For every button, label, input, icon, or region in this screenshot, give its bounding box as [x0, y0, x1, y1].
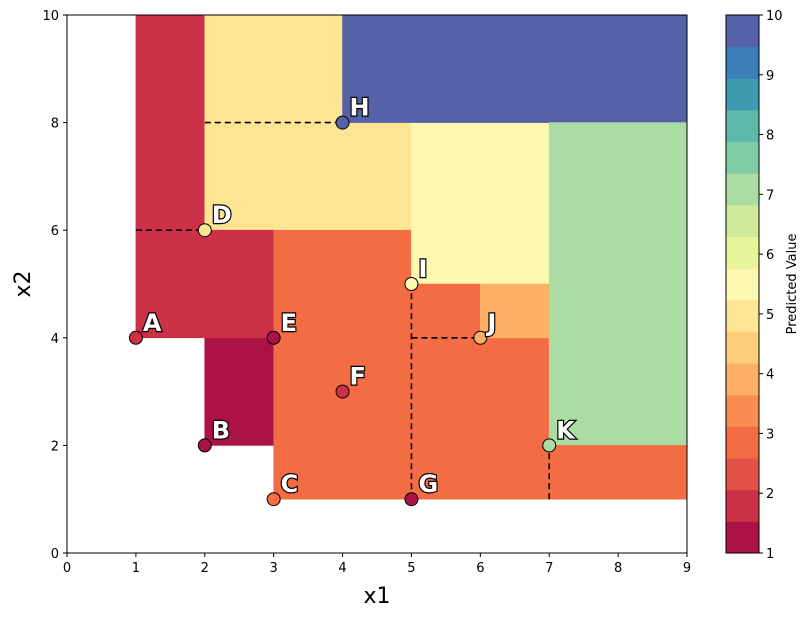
- point-a: [128, 330, 143, 345]
- colorbar-segment: [726, 78, 759, 111]
- colorbar-tick-label: 7: [766, 188, 774, 203]
- x-axis: 0 1 2 3 4 5 6 7 8 9: [63, 553, 691, 576]
- region-4: [204, 122, 412, 231]
- point-c: [266, 492, 281, 507]
- x-tick-label: 1: [132, 561, 140, 576]
- colorbar-segment: [726, 173, 759, 206]
- point-label-h: H: [350, 94, 370, 122]
- point-label-f: F: [350, 363, 366, 391]
- region-13: [548, 445, 688, 500]
- colorbar-segment: [726, 46, 759, 79]
- y-tick-label: 10: [42, 9, 59, 24]
- colorbar: 1 2 3 4 5 6 7 8 9 10: [725, 9, 783, 562]
- point-label-c: C: [281, 470, 299, 498]
- x-tick-label: 5: [407, 561, 415, 576]
- region-8: [411, 122, 550, 285]
- data-points: A B C D E F G H I J K: [128, 92, 577, 507]
- x-tick-label: 3: [270, 561, 278, 576]
- region-11: [342, 14, 688, 123]
- x-tick-label: 8: [614, 561, 622, 576]
- region-12: [548, 122, 688, 446]
- point-label-b: B: [212, 416, 230, 444]
- point-label-j: J: [485, 309, 496, 337]
- colorbar-segment: [726, 204, 759, 238]
- point-j: [473, 330, 488, 345]
- x-tick-label: 9: [683, 561, 691, 576]
- point-label-i: I: [418, 255, 427, 283]
- point-label-d: D: [212, 201, 232, 229]
- x-tick-label: 7: [545, 561, 553, 576]
- y-tick-label: 4: [51, 332, 59, 347]
- point-label-g: G: [418, 470, 438, 498]
- colorbar-title: Predicted Value: [785, 234, 800, 335]
- colorbar-tick-label: 10: [766, 9, 783, 24]
- dashed-guide-lines: [135, 121, 551, 500]
- colorbar-segment: [726, 268, 759, 301]
- region-10: [480, 283, 550, 339]
- colorbar-tick-label: 4: [766, 368, 774, 383]
- y-axis-title: x2: [11, 270, 36, 297]
- point-label-e: E: [281, 309, 297, 337]
- colorbar-segment: [726, 299, 759, 332]
- point-k: [542, 438, 557, 453]
- y-axis: 0 2 4 6 8 10: [42, 9, 67, 562]
- point-e: [266, 330, 281, 345]
- colorbar-segment: [726, 521, 759, 554]
- colorbar-segment: [726, 141, 759, 174]
- x-tick-label: 4: [338, 561, 346, 576]
- region-5: [204, 229, 274, 339]
- colorbar-tick-label: 5: [766, 308, 774, 323]
- colorbar-tick-label: 1: [766, 547, 774, 562]
- region-2: [204, 337, 274, 446]
- point-g: [404, 492, 419, 507]
- point-h: [335, 115, 350, 130]
- region-1: [135, 14, 206, 339]
- y-tick-label: 2: [51, 439, 59, 454]
- colorbar-tick-label: 3: [766, 427, 774, 442]
- point-b: [197, 438, 212, 453]
- plot-frame: [66, 14, 688, 554]
- y-tick-label: 8: [51, 117, 59, 132]
- colorbar-tick-label: 6: [766, 248, 774, 263]
- y-tick-label: 6: [51, 224, 59, 239]
- colorbar-frame: [725, 14, 760, 554]
- x-tick-label: 6: [476, 561, 484, 576]
- point-label-a: A: [143, 309, 162, 337]
- region-3: [204, 14, 343, 123]
- colorbar-segment: [726, 15, 759, 48]
- point-i: [404, 277, 419, 291]
- y-tick-label: 0: [51, 547, 59, 562]
- point-d: [197, 223, 212, 238]
- colorbar-segment: [726, 489, 759, 522]
- point-label-k: K: [556, 416, 576, 444]
- prediction-regions: [135, 14, 688, 500]
- colorbar-segment: [726, 394, 759, 427]
- colorbar-segment: [726, 426, 759, 459]
- colorbar-tick-label: 2: [766, 487, 774, 502]
- x-axis-title: x1: [363, 584, 390, 609]
- colorbar-segment: [726, 363, 759, 396]
- colorbar-segment: [726, 331, 759, 364]
- colorbar-segment: [726, 458, 759, 491]
- colorbar-tick-label: 8: [766, 129, 774, 144]
- colorbar-segment: [726, 109, 759, 143]
- colorbar-segment: [726, 236, 759, 269]
- x-tick-label: 2: [201, 561, 209, 576]
- x-tick-label: 0: [63, 561, 71, 576]
- region-6: [273, 229, 412, 339]
- region-9: [411, 283, 481, 339]
- point-f: [335, 384, 350, 399]
- colorbar-tick-label: 9: [766, 69, 774, 84]
